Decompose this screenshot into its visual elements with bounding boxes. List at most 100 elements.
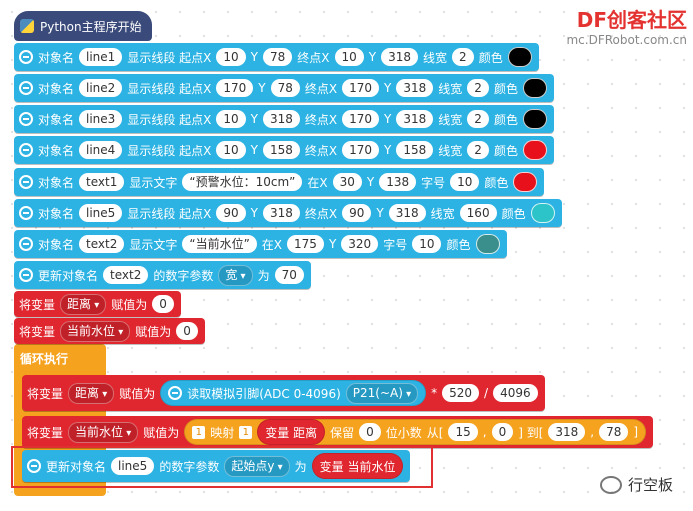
input-field[interactable]: 318 xyxy=(262,204,300,222)
label: 在X xyxy=(307,175,328,190)
dropdown[interactable]: 距离 xyxy=(68,382,115,404)
code-block[interactable]: 对象名 line2 显示线段 起点X 170 Y 78 终点X 170 Y 318 线宽 2 颜色 xyxy=(14,74,554,102)
input-field[interactable]: 320 xyxy=(341,235,379,253)
code-block[interactable]: 对象名 line1 显示线段 起点X 10 Y 78 终点X 10 Y 318 线宽 2 颜色 xyxy=(14,43,539,71)
input-field[interactable]: 158 xyxy=(262,141,300,159)
reporter-block[interactable]: 变量 距离 xyxy=(257,419,326,445)
input-field[interactable]: line5 xyxy=(111,457,155,475)
input-field[interactable]: text1 xyxy=(79,173,125,191)
input-field[interactable]: text2 xyxy=(79,235,125,253)
color-swatch[interactable] xyxy=(522,109,547,129)
code-block[interactable]: 将变量距离赋值为 读取模拟引脚(ADC 0-4096) P21(~A) * 520 / 40… xyxy=(22,375,545,411)
label: 读取模拟引脚(ADC 0-4096) xyxy=(187,386,341,401)
dropdown[interactable]: 当前水位 xyxy=(60,320,131,342)
input-field[interactable]: 170 xyxy=(342,79,380,97)
block-icon xyxy=(19,112,33,126)
code-block[interactable]: 将变量当前水位赋值为 0 xyxy=(14,318,205,344)
tag-icon: 1 xyxy=(192,425,206,439)
hat-block[interactable]: Python主程序开始 xyxy=(14,11,152,41)
color-swatch[interactable] xyxy=(507,47,532,67)
input-field[interactable]: 15 xyxy=(448,423,478,441)
input-field[interactable]: text2 xyxy=(103,266,149,284)
code-block[interactable]: 更新对象名 text2 的数字参数宽为 70 xyxy=(14,261,311,289)
color-swatch[interactable] xyxy=(530,203,555,223)
input-field[interactable]: 0 xyxy=(152,295,174,313)
input-field[interactable]: 175 xyxy=(287,235,324,253)
label: Y xyxy=(384,143,392,157)
input-field[interactable]: 160 xyxy=(459,204,497,222)
tag-icon: 1 xyxy=(239,425,253,439)
label: Y xyxy=(250,206,258,220)
input-field[interactable]: 0 xyxy=(491,423,514,441)
input-field[interactable]: 318 xyxy=(396,110,434,128)
input-field[interactable]: 10 xyxy=(412,235,442,253)
input-field[interactable]: 170 xyxy=(216,79,254,97)
code-block[interactable]: 将变量距离赋值为 0 xyxy=(14,291,181,317)
input-field[interactable]: 318 xyxy=(262,110,300,128)
input-field[interactable]: 90 xyxy=(216,204,246,222)
input-field[interactable]: 78 xyxy=(262,48,293,66)
reporter-block[interactable]: 读取模拟引脚(ADC 0-4096) P21(~A) xyxy=(160,380,427,406)
label: , xyxy=(590,425,595,439)
input-field[interactable]: 30 xyxy=(332,173,362,191)
color-swatch[interactable] xyxy=(522,140,547,160)
input-field[interactable]: 138 xyxy=(379,173,417,191)
code-block[interactable]: 对象名 line3 显示线段 起点X 10 Y 318 终点X 170 Y 318 线宽 2 颜色 xyxy=(14,105,554,133)
input-field[interactable]: 318 xyxy=(548,423,586,441)
code-block[interactable]: 对象名 text1 显示文字 “预警水位：10cm” 在X 30 Y 138 字号 10 颜色 xyxy=(14,168,545,196)
input-field[interactable]: 2 xyxy=(467,141,489,159)
label: 将变量 xyxy=(27,386,64,401)
input-field[interactable]: 78 xyxy=(270,79,300,97)
input-field[interactable]: “预警水位：10cm” xyxy=(182,173,303,191)
color-swatch[interactable] xyxy=(475,234,500,254)
block-icon xyxy=(19,237,33,251)
reporter-block[interactable]: 1 映射 1 变量 距离 保留 0 位小数 从[15, 0] 到[318, 78] xyxy=(184,419,647,445)
input-field[interactable]: 170 xyxy=(342,110,380,128)
input-field[interactable]: 0 xyxy=(176,322,198,340)
input-field[interactable]: 2 xyxy=(452,48,474,66)
input-field[interactable]: 10 xyxy=(216,110,246,128)
code-block[interactable]: 对象名 text2 显示文字 “当前水位” 在X 175 Y 320 字号 10 颜色 xyxy=(14,230,507,258)
color-swatch[interactable] xyxy=(522,78,547,98)
input-field[interactable]: 170 xyxy=(342,141,380,159)
input-field[interactable]: 2 xyxy=(467,110,489,128)
input-field[interactable]: “当前水位” xyxy=(182,235,257,253)
input-field[interactable]: 10 xyxy=(334,48,364,66)
input-field[interactable]: 318 xyxy=(396,79,434,97)
input-field[interactable]: 78 xyxy=(599,423,629,441)
input-field[interactable]: 10 xyxy=(216,48,246,66)
dropdown[interactable]: 当前水位 xyxy=(68,421,139,443)
input-field[interactable]: 318 xyxy=(388,204,426,222)
dropdown[interactable]: 距离 xyxy=(60,293,107,315)
input-field[interactable]: line4 xyxy=(79,141,123,159)
input-field[interactable]: 70 xyxy=(274,266,304,284)
input-field[interactable]: 4096 xyxy=(493,384,538,402)
dropdown[interactable]: 宽 xyxy=(218,264,253,286)
label: 颜色 xyxy=(493,112,518,127)
input-field[interactable]: line5 xyxy=(79,204,123,222)
loop-label: 循环执行 xyxy=(20,352,69,366)
input-field[interactable]: 318 xyxy=(381,48,419,66)
dropdown[interactable]: P21(~A) xyxy=(345,382,419,404)
label: Y xyxy=(384,81,392,95)
input-field[interactable]: line1 xyxy=(79,48,123,66)
input-field[interactable]: 2 xyxy=(467,79,489,97)
input-field[interactable]: 158 xyxy=(396,141,434,159)
reporter-block[interactable]: 变量 当前水位 xyxy=(311,453,404,479)
color-swatch[interactable] xyxy=(513,172,538,192)
input-field[interactable]: 520 xyxy=(442,384,480,402)
label: 颜色 xyxy=(493,143,518,158)
label: 在X xyxy=(261,237,283,252)
input-field[interactable]: line2 xyxy=(79,79,123,97)
dropdown[interactable]: 起始点y xyxy=(224,455,290,477)
code-block[interactable]: 对象名 line4 显示线段 起点X 10 Y 158 终点X 170 Y 158 线宽 2 颜色 xyxy=(14,136,554,164)
input-field[interactable]: 0 xyxy=(359,423,381,441)
input-field[interactable]: 10 xyxy=(216,141,246,159)
input-field[interactable]: 90 xyxy=(342,204,372,222)
input-field[interactable]: line3 xyxy=(79,110,123,128)
code-block[interactable]: 对象名 line5 显示线段 起点X 90 Y 318 终点X 90 Y 318 线宽 160 颜色 xyxy=(14,199,562,227)
label: 从[ xyxy=(426,425,444,440)
input-field[interactable]: 10 xyxy=(450,173,480,191)
